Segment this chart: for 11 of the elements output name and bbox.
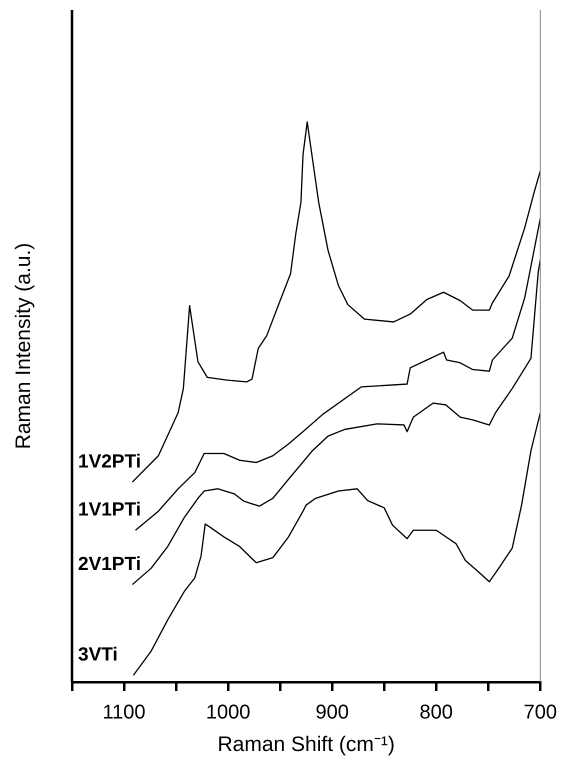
y-axis-title: Raman Intensity (a.u.) bbox=[12, 242, 35, 450]
series-label: 1V2PTi bbox=[78, 451, 142, 472]
series-label: 3VTi bbox=[78, 644, 118, 666]
x-tick-label: 1100 bbox=[102, 702, 146, 724]
x-tick-label: 900 bbox=[315, 702, 349, 724]
series-label: 1V1PTi bbox=[78, 499, 142, 520]
series-label: 2V1PTi bbox=[78, 554, 142, 575]
x-axis-title: Raman Shift (cm⁻¹) bbox=[217, 733, 395, 756]
x-tick-label: 1000 bbox=[206, 702, 250, 724]
x-tick-label: 800 bbox=[420, 702, 453, 724]
x-tick-label: 700 bbox=[524, 702, 558, 724]
